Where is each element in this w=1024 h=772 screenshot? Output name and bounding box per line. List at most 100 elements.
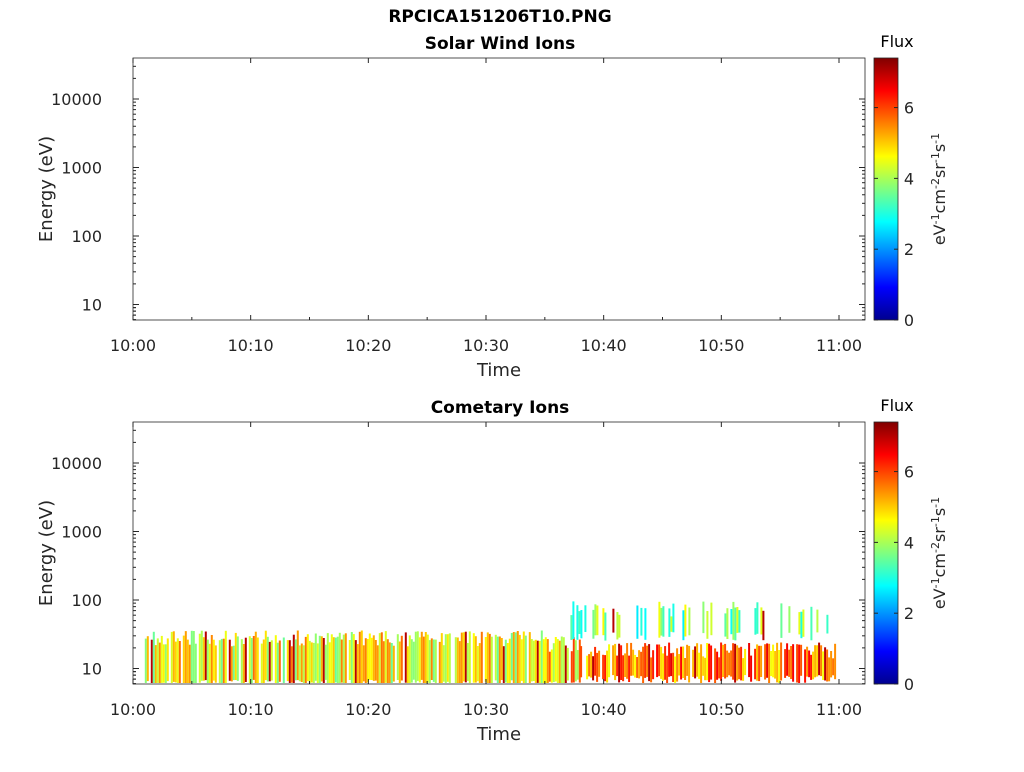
- flux-cell: [200, 630, 203, 681]
- flux-cell: [648, 644, 651, 682]
- flux-cell: [668, 608, 671, 637]
- flux-cell: [256, 637, 259, 683]
- flux-cell: [800, 644, 803, 676]
- flux-cell: [806, 646, 809, 677]
- flux-cell: [602, 608, 605, 636]
- flux-cell: [734, 607, 737, 641]
- flux-cell: [408, 635, 411, 683]
- flux-cell: [684, 604, 687, 637]
- flux-cell: [730, 609, 733, 635]
- y-tick-label: 10000: [51, 90, 102, 109]
- flux-cell: [556, 639, 559, 683]
- flux-cell: [740, 646, 743, 681]
- flux-cell: [298, 645, 301, 682]
- flux-cell: [454, 637, 457, 683]
- y-tick-label: 1000: [61, 159, 102, 178]
- flux-cell: [656, 644, 659, 678]
- flux-cell: [512, 632, 515, 683]
- flux-cell: [762, 610, 765, 641]
- flux-cell: [360, 630, 363, 683]
- flux-cell: [546, 639, 549, 683]
- x-axis-label: Time: [476, 724, 521, 745]
- flux-cell: [792, 644, 795, 682]
- flux-cell: [228, 639, 231, 681]
- flux-cell: [560, 636, 563, 683]
- flux-cell: [732, 601, 735, 640]
- flux-cell: [412, 641, 415, 680]
- flux-cell: [640, 651, 643, 677]
- flux-cell: [210, 635, 213, 683]
- y-tick-label: 10: [82, 296, 102, 315]
- flux-cell: [438, 641, 441, 683]
- flux-cell: [750, 655, 753, 682]
- flux-cell: [252, 636, 255, 680]
- flux-cell: [808, 650, 811, 678]
- flux-cell: [728, 652, 731, 676]
- axes-frame: [132, 57, 866, 321]
- flux-cell: [214, 645, 217, 683]
- y-tick-label: 1000: [61, 523, 102, 542]
- flux-cell: [810, 606, 813, 641]
- flux-cell: [384, 631, 387, 683]
- flux-cell: [144, 638, 147, 683]
- flux-cell: [178, 641, 181, 683]
- x-tick-label: 10:40: [581, 336, 627, 355]
- flux-cell: [788, 606, 791, 633]
- flux-cell: [670, 653, 673, 677]
- flux-cell: [586, 655, 589, 680]
- flux-cell: [406, 646, 409, 683]
- x-axis-label: Time: [476, 360, 521, 381]
- flux-cell: [598, 650, 601, 677]
- panel-2: Cometary Ions 10:00 10:10 10:20 10:30 10:40 10…: [36, 396, 949, 745]
- flux-cell: [816, 645, 819, 677]
- flux-cell: [520, 639, 523, 681]
- flux-cell: [316, 643, 319, 683]
- flux-cell: [828, 657, 831, 682]
- flux-cell: [260, 643, 263, 683]
- heatmap: [144, 601, 837, 683]
- flux-cell: [578, 611, 581, 634]
- flux-cell: [798, 612, 801, 635]
- flux-cell: [536, 640, 539, 683]
- flux-cell: [812, 651, 815, 680]
- y-axis-label: Energy (eV): [36, 136, 57, 242]
- x-tick-label: 10:10: [228, 336, 274, 355]
- flux-cell: [162, 644, 165, 683]
- flux-cell: [590, 651, 593, 678]
- flux-cell: [724, 613, 727, 637]
- flux-cell: [304, 636, 307, 683]
- flux-cell: [732, 643, 735, 680]
- flux-cell: [312, 642, 315, 683]
- flux-cell: [554, 637, 557, 682]
- flux-cell: [832, 658, 835, 676]
- flux-cell: [248, 636, 251, 683]
- flux-cell: [754, 608, 757, 635]
- flux-cell: [466, 643, 469, 681]
- flux-cell: [766, 643, 769, 678]
- flux-cell: [532, 640, 535, 681]
- panel-1: Solar Wind Ions 10:00 10:10 10:20 10:30 10:40…: [36, 32, 949, 381]
- flux-cell: [682, 610, 685, 641]
- flux-cell: [550, 649, 553, 683]
- flux-cell: [390, 643, 393, 683]
- flux-cell: [580, 646, 583, 678]
- flux-cell: [328, 642, 331, 683]
- flux-cell: [584, 605, 587, 632]
- flux-cell: [796, 644, 799, 683]
- flux-cell: [602, 654, 605, 680]
- flux-cell: [756, 602, 759, 634]
- flux-cell: [288, 640, 291, 683]
- flux-cell: [434, 639, 437, 683]
- flux-cell: [660, 646, 663, 679]
- flux-cell: [220, 638, 223, 683]
- colorbar-unit-label: eV-1cm-2sr-1s-1: [929, 497, 950, 609]
- x-tick-label: 10:50: [698, 700, 744, 719]
- flux-cell: [754, 648, 757, 680]
- flux-cell: [282, 637, 285, 683]
- flux-cell: [786, 643, 789, 676]
- flux-cell: [242, 644, 245, 683]
- flux-cell: [592, 656, 595, 681]
- flux-cell: [310, 642, 313, 683]
- flux-cell: [504, 639, 507, 683]
- flux-cell: [456, 637, 459, 683]
